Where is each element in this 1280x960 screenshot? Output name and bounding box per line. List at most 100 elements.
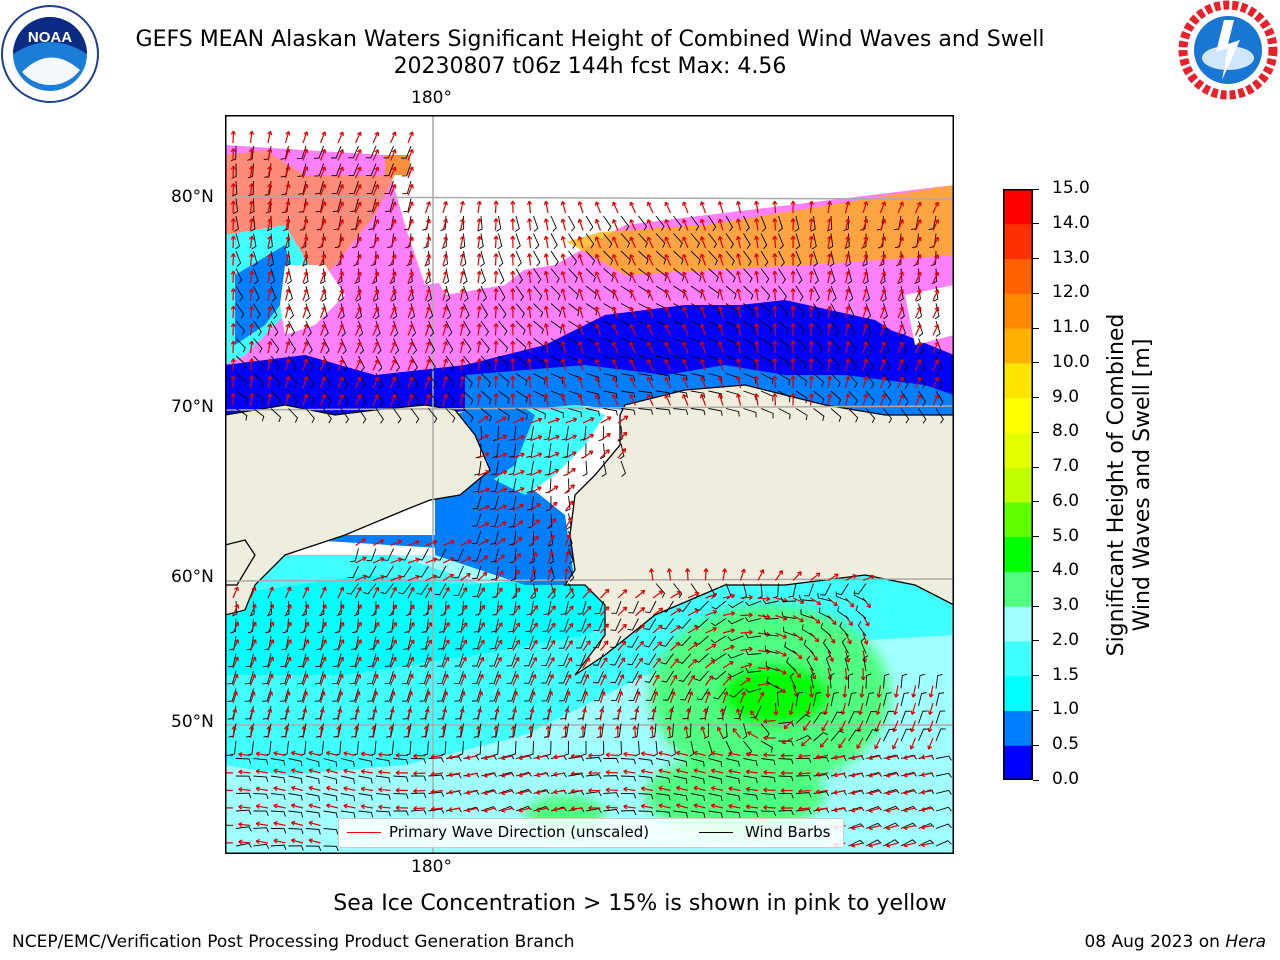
wave-direction-arrow: [477, 674, 484, 686]
wave-arrow-head: [772, 218, 778, 223]
wave-arrow-head: [498, 587, 503, 592]
wave-direction-arrow: [337, 271, 344, 284]
wind-barb: [262, 653, 272, 668]
wave-arrow-head: [577, 218, 583, 224]
wave-arrow-head: [754, 270, 760, 276]
wave-arrow-head: [378, 787, 383, 793]
wave-direction-arrow: [700, 219, 707, 231]
wave-arrow-head: [735, 323, 741, 328]
wave-arrow-head: [374, 131, 380, 137]
wave-direction-arrow: [921, 807, 934, 811]
wave-direction-arrow: [886, 807, 899, 812]
wind-barb: [918, 692, 927, 707]
wave-arrow-head: [594, 323, 600, 329]
colorbar-tick-label: 3.0: [1052, 595, 1080, 616]
wave-direction-arrow: [302, 674, 308, 686]
wave-arrow-head: [916, 271, 922, 277]
wind-barb: [860, 637, 867, 654]
wave-arrow-head: [392, 621, 398, 627]
wave-arrow-head: [754, 288, 760, 293]
wind-barb: [722, 723, 728, 740]
wind-barb: [603, 809, 620, 815]
wave-arrow-head: [513, 691, 519, 696]
wave-direction-arrow: [494, 587, 503, 599]
wave-direction-arrow: [460, 573, 471, 581]
wind-barb: [565, 495, 571, 512]
wave-direction-arrow: [372, 341, 379, 354]
wind-barb: [655, 775, 671, 784]
wave-direction-arrow: [238, 806, 251, 809]
wave-direction-arrow: [617, 640, 627, 651]
wave-arrow-head: [552, 501, 558, 507]
wave-arrow-head: [321, 656, 327, 662]
wave-arrow-head: [526, 393, 533, 398]
wind-barb: [743, 408, 757, 418]
wind-barb: [603, 775, 619, 781]
wind-barb: [305, 390, 315, 406]
wave-arrow-head: [863, 393, 869, 399]
wave-arrow-head: [515, 569, 520, 575]
wind-barb: [235, 320, 246, 336]
wave-direction-arrow: [232, 674, 238, 686]
wave-direction-arrow: [545, 393, 549, 406]
wave-arrow-head: [535, 772, 541, 778]
wave-direction-arrow: [284, 691, 290, 704]
wind-barb: [655, 303, 669, 315]
wave-direction-arrow: [249, 639, 257, 651]
wind-barb: [813, 355, 824, 370]
wave-arrow-head: [449, 573, 455, 579]
wave-arrow-head: [267, 253, 273, 258]
wind-barb: [725, 250, 735, 266]
wave-direction-arrow: [809, 358, 813, 371]
wave-arrow-head: [560, 200, 566, 206]
wind-barb: [935, 789, 952, 795]
wind-barb: [696, 688, 709, 701]
wave-direction-arrow: [595, 289, 602, 301]
wave-direction-arrow: [564, 657, 573, 669]
wind-barb: [935, 408, 944, 424]
wave-arrow-head: [426, 201, 431, 206]
wind-barb: [655, 215, 665, 231]
wind-barb: [383, 145, 394, 159]
wind-barb: [778, 215, 783, 232]
wave-arrow-head: [577, 341, 583, 346]
wave-direction-arrow: [629, 359, 637, 371]
wind-barb: [515, 250, 522, 267]
wave-direction-arrow: [862, 650, 866, 663]
wave-direction-arrow: [389, 184, 396, 196]
wind-barb: [830, 285, 837, 302]
wave-arrow-head: [845, 358, 851, 363]
wave-arrow-head: [629, 341, 635, 347]
wave-direction-arrow: [442, 587, 450, 599]
wind-barb: [837, 606, 849, 619]
wave-arrow-head: [740, 568, 746, 574]
wave-direction-arrow: [774, 305, 777, 319]
wave-direction-arrow: [612, 394, 619, 406]
wave-arrow-head: [374, 394, 380, 399]
wave-direction-arrow: [564, 674, 572, 686]
wave-arrow-head: [537, 435, 543, 440]
wave-direction-arrow: [448, 754, 461, 759]
wave-direction-arrow: [700, 236, 707, 249]
wave-arrow-head: [238, 786, 243, 793]
wave-arrow-head: [682, 393, 687, 399]
wave-direction-arrow: [647, 341, 654, 354]
wave-direction-arrow: [477, 376, 481, 389]
wave-arrow-head: [594, 393, 600, 399]
wave-direction-arrow: [595, 376, 602, 389]
wave-arrow-head: [319, 708, 325, 713]
wind-barb: [436, 670, 447, 685]
wind-barb: [542, 618, 552, 632]
wave-arrow-head: [391, 324, 397, 329]
wave-arrow-head: [664, 289, 670, 294]
wave-direction-arrow: [273, 822, 286, 827]
wave-arrow-head: [408, 323, 414, 329]
wave-direction-arrow: [302, 253, 308, 266]
wave-arrow-head: [800, 741, 806, 747]
wave-direction-arrow: [249, 218, 253, 231]
wind-barb: [506, 670, 517, 684]
wave-direction-arrow: [903, 824, 916, 829]
wave-arrow-head: [622, 431, 628, 437]
wave-direction-arrow: [354, 708, 359, 721]
colorbar-swatch: [1003, 640, 1033, 677]
